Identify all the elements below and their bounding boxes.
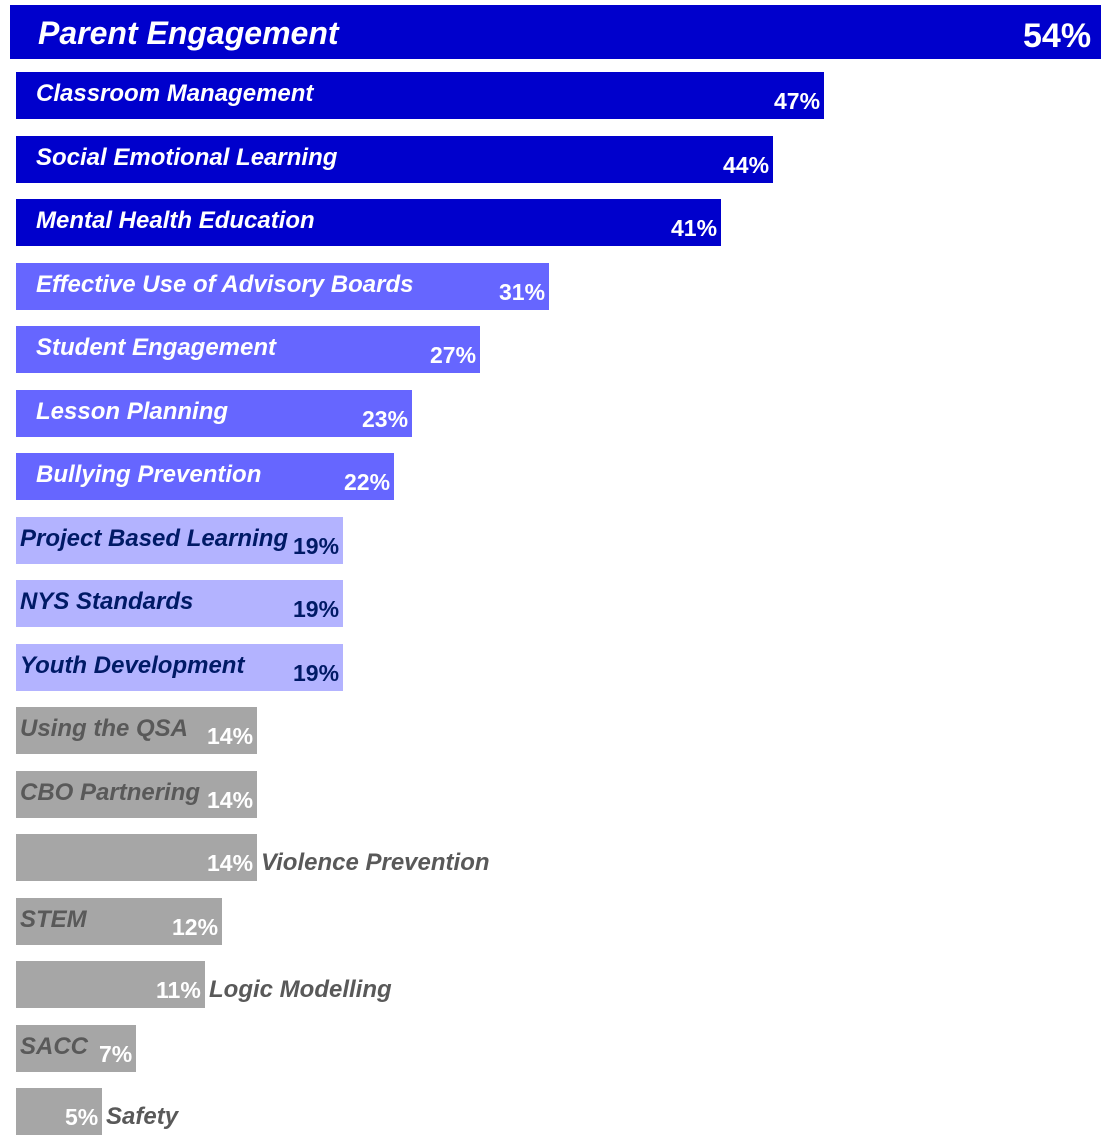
value-label-sacc: 7% — [99, 1041, 133, 1067]
bar-effective-use-of-advisory-boards — [16, 263, 549, 310]
category-label-violence-prevention: Violence Prevention — [261, 849, 490, 876]
value-label-mental-health-education: 41% — [671, 215, 718, 241]
category-label-nys-standards: NYS Standards — [20, 588, 194, 615]
bar-project-based-learning — [16, 517, 343, 564]
value-label-parent-engagement: 54% — [1023, 17, 1092, 55]
bar-nys-standards — [16, 580, 343, 627]
category-label-safety: Safety — [106, 1103, 179, 1130]
value-label-violence-prevention: 14% — [207, 850, 254, 876]
value-label-social-emotional-learning: 44% — [723, 152, 770, 178]
category-label-project-based-learning: Project Based Learning — [20, 525, 289, 552]
value-label-using-the-qsa: 14% — [207, 723, 254, 749]
category-label-stem: STEM — [20, 906, 87, 933]
category-label-using-the-qsa: Using the QSA — [20, 715, 189, 742]
value-label-classroom-management: 47% — [774, 88, 821, 114]
value-label-project-based-learning: 19% — [293, 533, 340, 559]
bar-sacc — [16, 1025, 136, 1072]
bar-student-engagement — [16, 326, 480, 373]
bar-logic-modelling — [16, 961, 205, 1008]
category-label-parent-engagement: Parent Engagement — [38, 15, 339, 51]
category-label-effective-use-of-advisory-boards: Effective Use of Advisory Boards — [36, 271, 414, 298]
bar-youth-development — [16, 644, 343, 691]
value-label-cbo-partnering: 14% — [207, 787, 254, 813]
value-label-student-engagement: 27% — [430, 342, 477, 368]
category-label-lesson-planning: Lesson Planning — [36, 398, 229, 425]
bar-lesson-planning — [16, 390, 412, 437]
value-label-logic-modelling: 11% — [156, 977, 201, 1003]
category-label-cbo-partnering: CBO Partnering — [20, 779, 201, 806]
bar-bullying-prevention — [16, 453, 394, 500]
value-label-effective-use-of-advisory-boards: 31% — [499, 279, 546, 305]
bar-cbo-partnering — [16, 771, 257, 818]
category-label-student-engagement: Student Engagement — [36, 334, 277, 361]
value-label-youth-development: 19% — [293, 660, 340, 686]
category-label-social-emotional-learning: Social Emotional Learning — [36, 144, 338, 171]
category-label-mental-health-education: Mental Health Education — [36, 207, 315, 234]
value-label-bullying-prevention: 22% — [344, 469, 391, 495]
category-label-youth-development: Youth Development — [20, 652, 245, 679]
value-label-stem: 12% — [172, 914, 219, 940]
category-label-logic-modelling: Logic Modelling — [209, 976, 392, 1003]
bar-using-the-qsa — [16, 707, 257, 754]
bar-social-emotional-learning — [16, 136, 773, 183]
bar-classroom-management — [16, 72, 824, 119]
value-label-safety: 5% — [65, 1104, 99, 1130]
bar-parent-engagement — [10, 5, 1101, 59]
category-label-classroom-management: Classroom Management — [36, 80, 314, 107]
category-label-bullying-prevention: Bullying Prevention — [36, 461, 262, 488]
value-label-nys-standards: 19% — [293, 596, 340, 622]
category-label-sacc: SACC — [20, 1033, 89, 1060]
value-label-lesson-planning: 23% — [362, 406, 409, 432]
bar-mental-health-education — [16, 199, 721, 246]
bar-stem — [16, 898, 222, 945]
bar-violence-prevention — [16, 834, 257, 881]
